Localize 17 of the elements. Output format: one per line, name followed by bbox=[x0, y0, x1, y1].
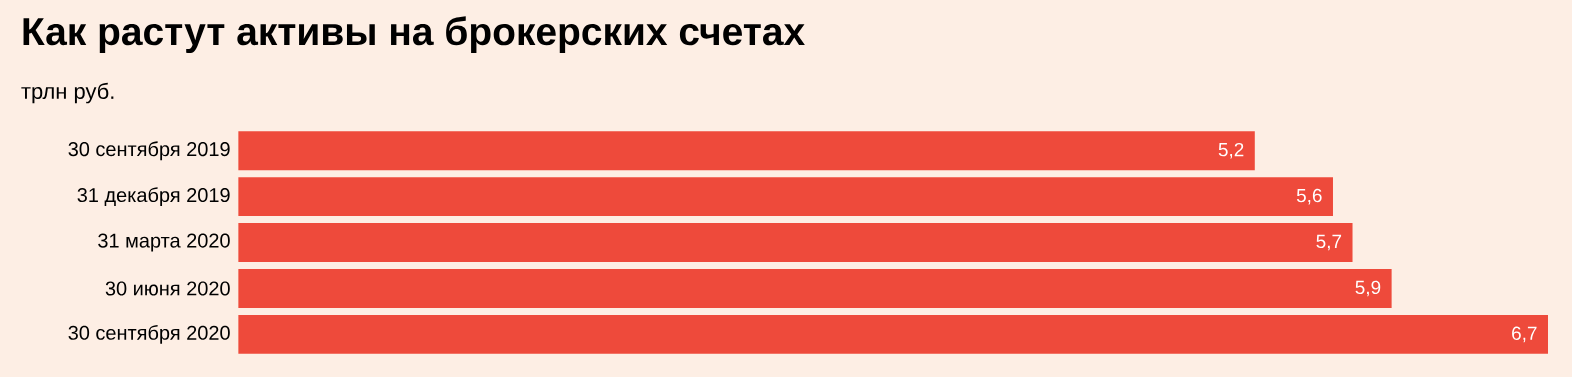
data-label: 5,2 bbox=[1218, 142, 1244, 159]
chart-title: Как растут активы на брокерских счетах bbox=[23, 16, 805, 53]
bar bbox=[238, 314, 1548, 354]
y-tick-label: 30 июня 2020 bbox=[105, 281, 230, 296]
data-label: 5,7 bbox=[1316, 234, 1342, 251]
y-tick-label: 31 марта 2020 bbox=[98, 233, 230, 252]
data-label: 5,9 bbox=[1355, 280, 1381, 297]
bar bbox=[238, 131, 1255, 171]
chart-subtitle: трлн руб. bbox=[21, 82, 114, 104]
data-label: 6,7 bbox=[1512, 326, 1537, 343]
y-tick-label: 31 декабря 2019 bbox=[77, 187, 230, 206]
bar bbox=[238, 177, 1333, 216]
bar bbox=[238, 268, 1392, 308]
y-tick-label: 30 сентября 2020 bbox=[68, 324, 230, 344]
bar bbox=[238, 222, 1353, 262]
data-label: 5,6 bbox=[1296, 188, 1322, 205]
y-tick-label: 30 сентября 2019 bbox=[68, 141, 230, 160]
